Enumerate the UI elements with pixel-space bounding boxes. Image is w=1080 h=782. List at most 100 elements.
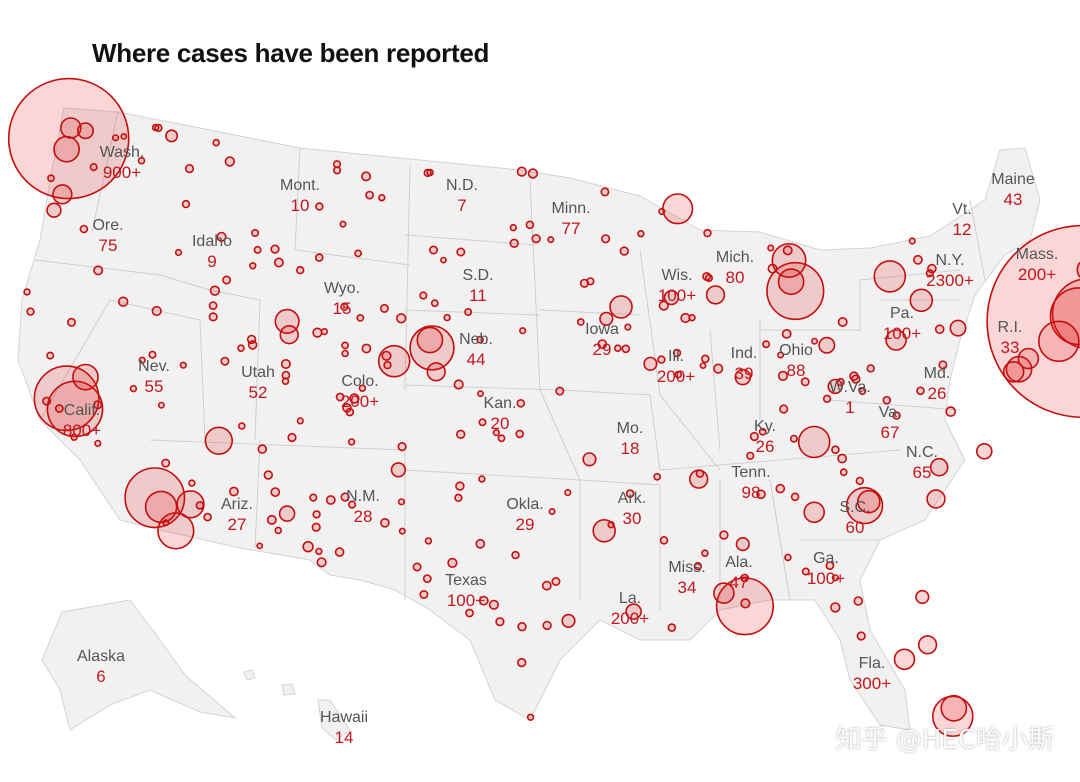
case-dot — [381, 350, 392, 361]
case-dot — [203, 512, 212, 522]
outbreak-bubble — [915, 589, 930, 605]
case-dot — [607, 520, 615, 529]
case-dot — [719, 530, 729, 540]
state-name-mich: Mich. — [716, 249, 754, 266]
alaska-shape — [41, 599, 237, 731]
case-dot — [325, 495, 336, 505]
case-dot — [746, 451, 755, 460]
state-count-wyo: 15 — [333, 299, 352, 318]
case-dot — [273, 257, 284, 268]
case-dot — [527, 168, 539, 179]
outbreak-bubble — [885, 329, 907, 351]
case-dot — [365, 190, 374, 200]
case-dot — [837, 453, 847, 464]
case-dot — [749, 431, 760, 442]
outbreak-bubble — [426, 362, 446, 382]
case-dot — [767, 244, 775, 252]
case-dot — [174, 248, 183, 257]
case-dot — [586, 277, 595, 286]
case-dot — [454, 493, 463, 502]
outbreak-bubble — [302, 540, 314, 553]
outbreak-bubble — [797, 425, 831, 459]
case-dot — [266, 514, 277, 525]
case-dot — [516, 657, 527, 668]
state-name-ind: Ind. — [731, 345, 758, 362]
case-dot — [42, 396, 52, 406]
case-dot — [779, 404, 789, 414]
state-count-nc: 65 — [913, 463, 932, 482]
state-name-hawaii: Hawaii — [320, 709, 368, 726]
case-dot — [836, 377, 845, 387]
state-name-nm: N.M. — [346, 488, 380, 505]
case-dot — [361, 343, 372, 354]
state-name-nev: Nev. — [138, 358, 170, 375]
outbreak-bubble — [845, 486, 884, 525]
case-dot — [181, 199, 191, 209]
case-dot — [195, 501, 205, 510]
case-dot — [220, 356, 230, 366]
case-dot — [756, 489, 766, 500]
state-name-ariz: Ariz. — [221, 496, 253, 513]
case-dot — [161, 458, 171, 468]
case-dot — [777, 370, 789, 382]
case-dot — [674, 370, 683, 379]
case-dot — [515, 429, 525, 439]
case-dot — [137, 156, 146, 165]
case-dot — [934, 324, 945, 335]
case-dot — [693, 561, 702, 571]
case-dot — [621, 344, 631, 354]
case-dot — [672, 348, 682, 358]
state-count-alaska: 6 — [96, 667, 105, 686]
case-dot — [477, 390, 484, 398]
state-labels: Wash. 900+ Ore. 75 Idaho 9 Mont. 10 Wyo. 15 N.D. 7 S… — [63, 144, 1058, 747]
state-name-texas: Texas — [445, 572, 487, 589]
case-dot — [856, 631, 866, 641]
case-dot — [790, 492, 800, 502]
outbreak-bubble — [893, 648, 916, 671]
case-dot — [927, 263, 937, 274]
case-dot — [430, 299, 439, 308]
case-dot — [800, 377, 810, 387]
state-name-idaho: Idaho — [192, 233, 232, 250]
case-dot — [179, 361, 187, 369]
state-name-sc: S.C. — [839, 499, 870, 516]
case-dot — [270, 487, 281, 497]
case-dot — [541, 580, 552, 591]
state-count-ky: 26 — [756, 437, 775, 456]
case-dot — [347, 438, 356, 446]
case-dot — [89, 163, 98, 172]
case-dot — [443, 313, 451, 322]
outbreak-bubble — [60, 117, 82, 139]
state-count-mich: 80 — [726, 268, 745, 287]
case-dot — [256, 542, 264, 550]
case-dot — [825, 561, 835, 570]
outbreak-bubble — [945, 406, 957, 417]
outbreak-bubble — [949, 319, 967, 337]
outbreak-bubble — [1038, 320, 1080, 363]
case-dot — [383, 360, 392, 370]
case-dot — [701, 549, 709, 558]
case-dot — [339, 220, 347, 228]
watermark: 知乎 @HEC哈小斯 — [835, 725, 1054, 755]
case-dot — [597, 339, 608, 349]
state-count-utah: 52 — [249, 383, 268, 402]
state-count-sc: 60 — [846, 518, 865, 537]
state-name-ark: Ark. — [618, 490, 646, 507]
case-dot — [511, 550, 520, 560]
case-dot — [782, 245, 793, 256]
outbreak-bubble — [929, 457, 949, 477]
outbreak-bubble — [46, 202, 62, 218]
state-count-fla: 300+ — [853, 674, 891, 693]
case-dot — [356, 313, 365, 322]
case-dot — [253, 245, 262, 254]
case-dot — [354, 249, 362, 258]
state-name-mass: Mass. — [1016, 246, 1059, 263]
case-dot — [426, 168, 434, 177]
case-dot — [315, 202, 324, 211]
state-count-iowa: 29 — [593, 340, 612, 359]
state-count-sd: 11 — [469, 286, 487, 305]
case-dot — [497, 434, 506, 443]
state-count-nd: 7 — [457, 196, 466, 215]
case-dot — [296, 417, 304, 425]
state-count-okla: 29 — [516, 515, 535, 534]
